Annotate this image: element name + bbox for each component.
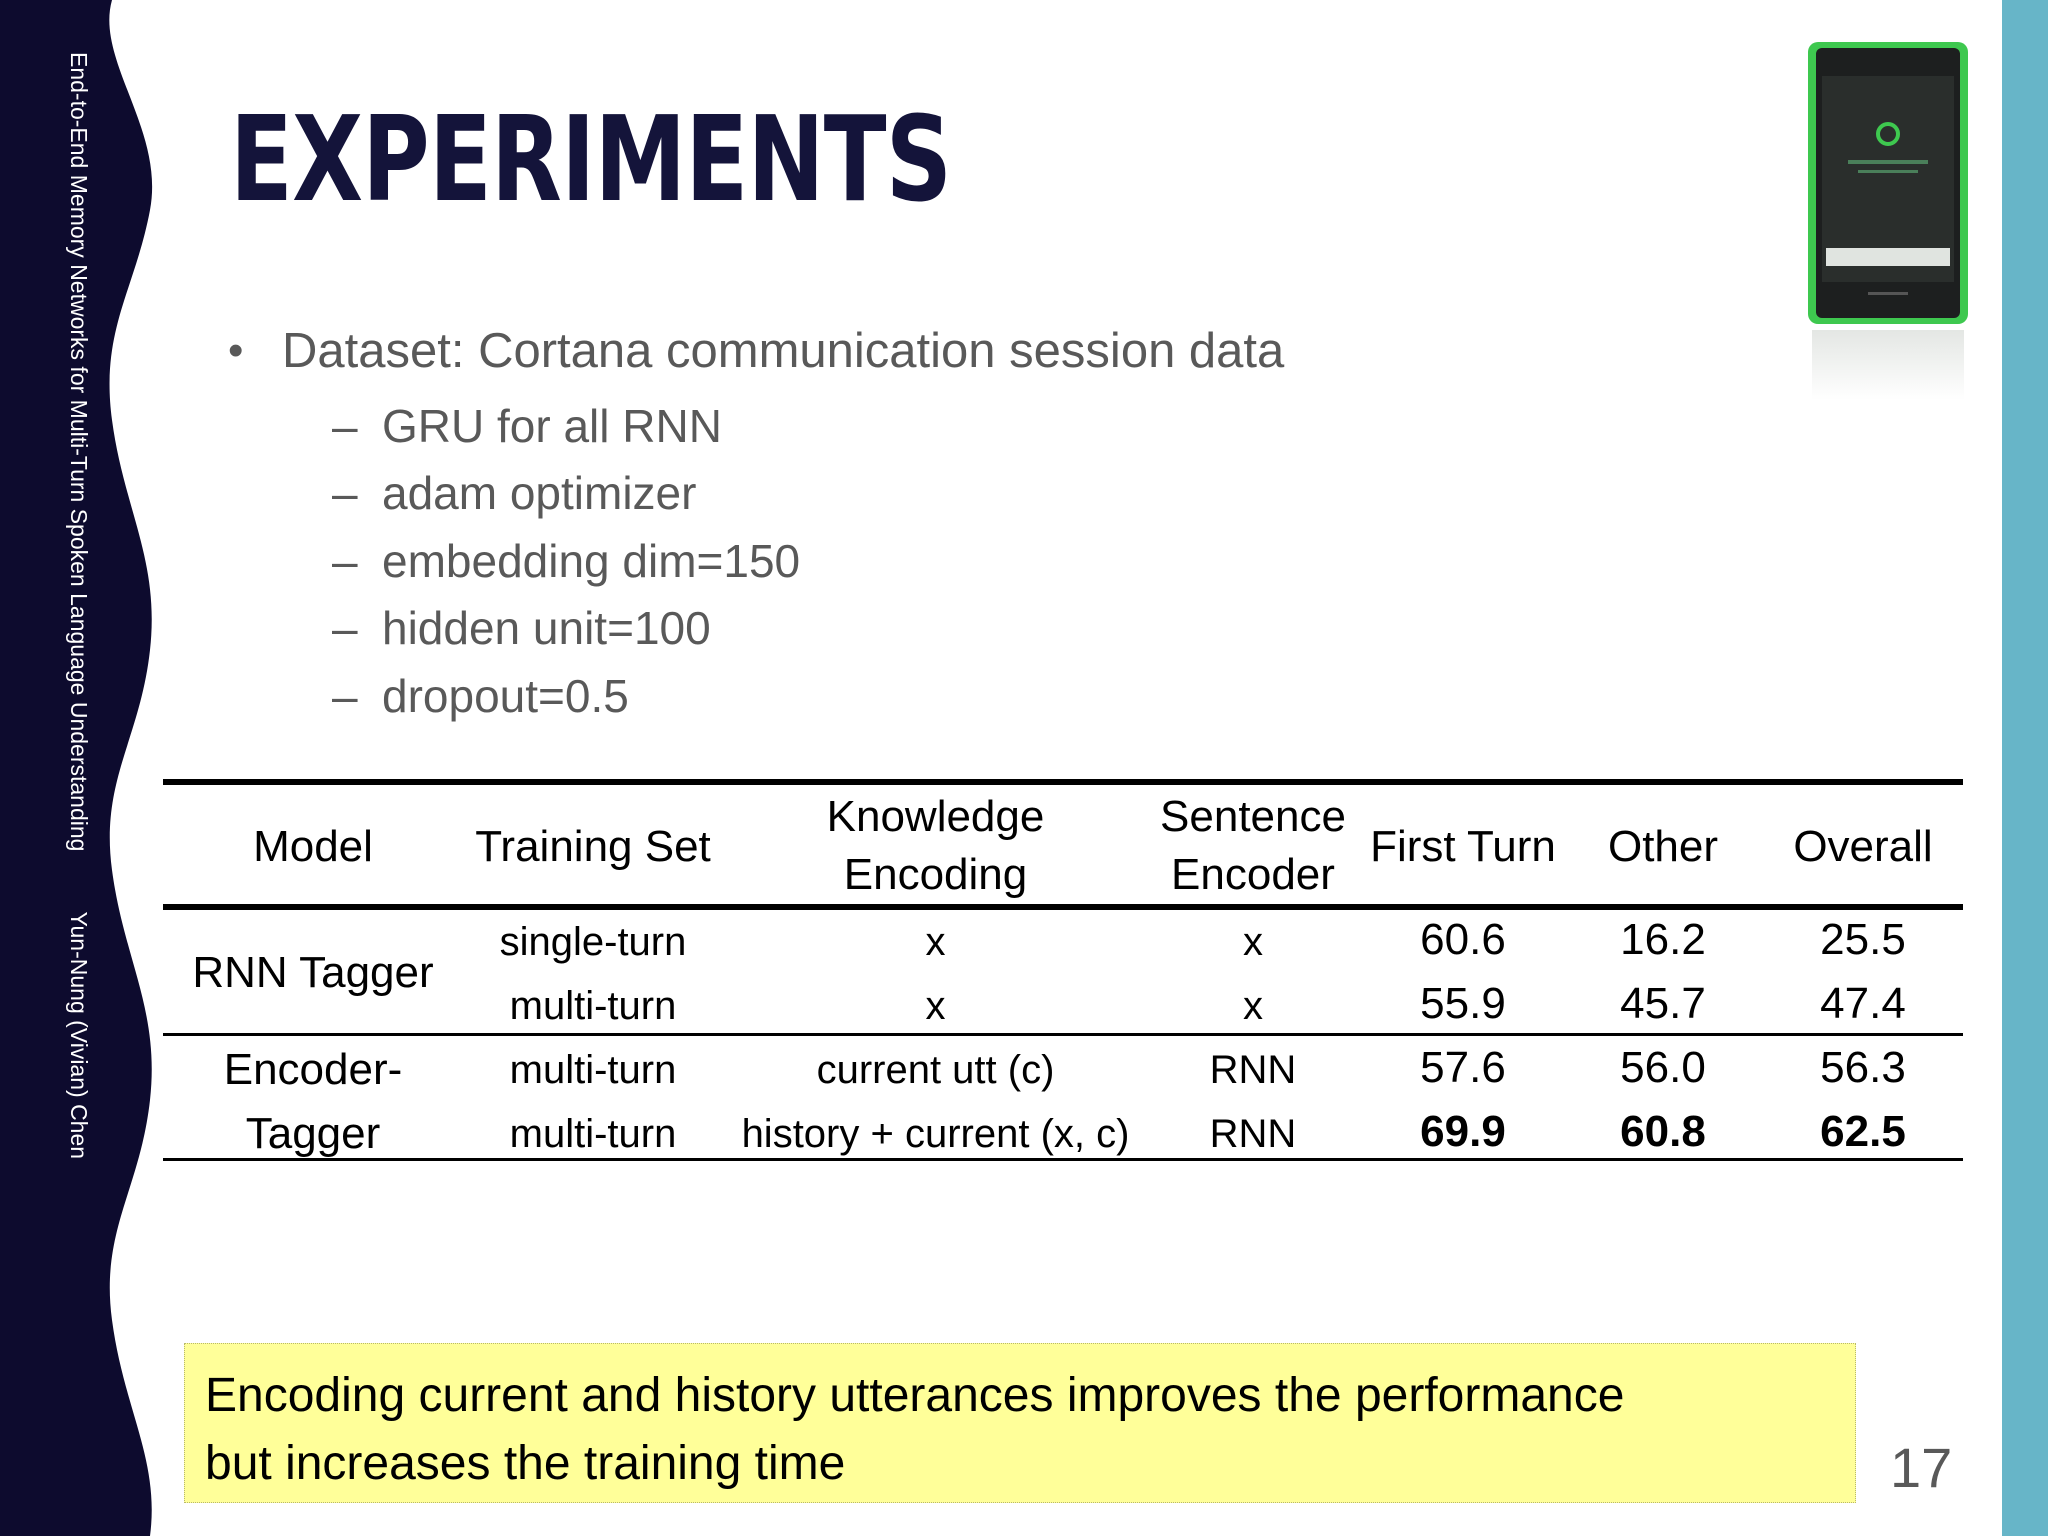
cell-overall: 47.4 [1820, 979, 1906, 1028]
sub-bullet-item: – GRU for all RNN [332, 392, 1284, 460]
sub-bullet-item: – hidden unit=100 [332, 595, 1284, 663]
header-other: Other [1607, 822, 1719, 871]
cell-other: 56.0 [1620, 1043, 1706, 1092]
cell-other: 45.7 [1620, 979, 1706, 1028]
cell-sentence: RNN [1209, 1048, 1297, 1092]
dash-marker: – [332, 467, 358, 520]
callout-line1: Encoding current and history utterances … [205, 1369, 1625, 1422]
callout-line2: but increases the training time [205, 1437, 846, 1490]
bullet-item: • Dataset: Cortana communication session… [228, 318, 1284, 384]
bullet-text: Dataset: Cortana communication session d… [282, 324, 1285, 378]
sub-bullet-text: hidden unit=100 [382, 602, 711, 655]
bullet-marker: • [228, 326, 244, 375]
sub-bullet-text: GRU for all RNN [382, 399, 722, 452]
cell-first-turn: 60.6 [1420, 915, 1506, 964]
dash-marker: – [332, 669, 358, 722]
sub-bullet-text: adam optimizer [382, 467, 697, 520]
sub-bullet-item: – embedding dim=150 [332, 527, 1284, 595]
table-top-rule [163, 779, 1963, 785]
cell-knowledge: history + current (x, c) [741, 1112, 1130, 1156]
sub-bullet-list: – GRU for all RNN – adam optimizer – embedd… [228, 392, 1284, 730]
header-sentence-line2: Encoder [1171, 850, 1335, 899]
model-encoder-tagger: Encoder- Tagger [163, 1041, 463, 1163]
dash-marker: – [332, 602, 358, 655]
talk-title-vertical: End-to-End Memory Networks for Multi-Tur… [66, 52, 92, 852]
table-bottom-rule [163, 1158, 1963, 1161]
header-sentence-line1: Sentence [1160, 792, 1346, 841]
model-label-line1: Encoder- [223, 1045, 403, 1094]
dash-marker: – [332, 399, 358, 452]
cell-sentence: RNN [1209, 1112, 1297, 1156]
header-overall: Overall [1793, 822, 1933, 871]
cell-other-best: 60.8 [1620, 1107, 1706, 1156]
side-wave-band [0, 0, 153, 1536]
model-rnn-tagger: RNN Tagger [163, 944, 463, 1002]
header-sentence-encoder: Sentence Encoder [1148, 788, 1358, 904]
header-model: Model [253, 822, 373, 871]
header-knowledge-line1: Knowledge [826, 792, 1045, 841]
cell-overall: 56.3 [1820, 1043, 1906, 1092]
author-vertical: Yun-Nung (Vivian) Chen [66, 911, 92, 1160]
sub-bullet-text: embedding dim=150 [382, 534, 801, 587]
sub-bullet-item: – adam optimizer [332, 460, 1284, 528]
cell-overall: 25.5 [1820, 915, 1906, 964]
table-header-rule [163, 904, 1963, 910]
side-caption: End-to-End Memory Networks for Multi-Tur… [65, 52, 92, 1159]
header-knowledge-encoding: Knowledge Encoding [723, 788, 1148, 904]
model-label-line2: Tagger [245, 1109, 381, 1158]
slide-title: EXPERIMENTS [230, 90, 952, 228]
cell-training-set: multi-turn [509, 984, 677, 1028]
bullet-list: • Dataset: Cortana communication session… [228, 318, 1284, 730]
cell-sentence: x [1243, 984, 1263, 1028]
phone-reflection [1812, 330, 1964, 400]
cell-first-turn: 57.6 [1420, 1043, 1506, 1092]
cell-overall-best: 62.5 [1820, 1107, 1906, 1156]
cell-knowledge: x [925, 984, 946, 1028]
cell-training-set: single-turn [499, 920, 687, 964]
cell-other: 16.2 [1620, 915, 1706, 964]
table-group-rule [163, 1033, 1963, 1036]
cell-training-set: multi-turn [509, 1112, 677, 1156]
cell-knowledge: current utt (c) [816, 1048, 1055, 1092]
cell-sentence: x [1243, 920, 1263, 964]
model-label: RNN Tagger [192, 948, 434, 997]
page-number: 17 [1890, 1436, 1953, 1499]
conclusion-callout: Encoding current and history utterances … [184, 1343, 1856, 1503]
sub-bullet-text: dropout=0.5 [382, 669, 629, 722]
phone-image [1808, 42, 1968, 324]
cell-training-set: multi-turn [509, 1048, 677, 1092]
header-first-turn: First Turn [1370, 822, 1556, 871]
cell-knowledge: x [925, 920, 946, 964]
cell-first-turn: 55.9 [1420, 979, 1506, 1028]
dash-marker: – [332, 534, 358, 587]
right-accent-stripe [2002, 0, 2048, 1536]
header-training-set: Training Set [475, 822, 711, 871]
header-knowledge-line2: Encoding [843, 850, 1028, 899]
cell-first-turn-best: 69.9 [1420, 1107, 1506, 1156]
sub-bullet-item: – dropout=0.5 [332, 662, 1284, 730]
